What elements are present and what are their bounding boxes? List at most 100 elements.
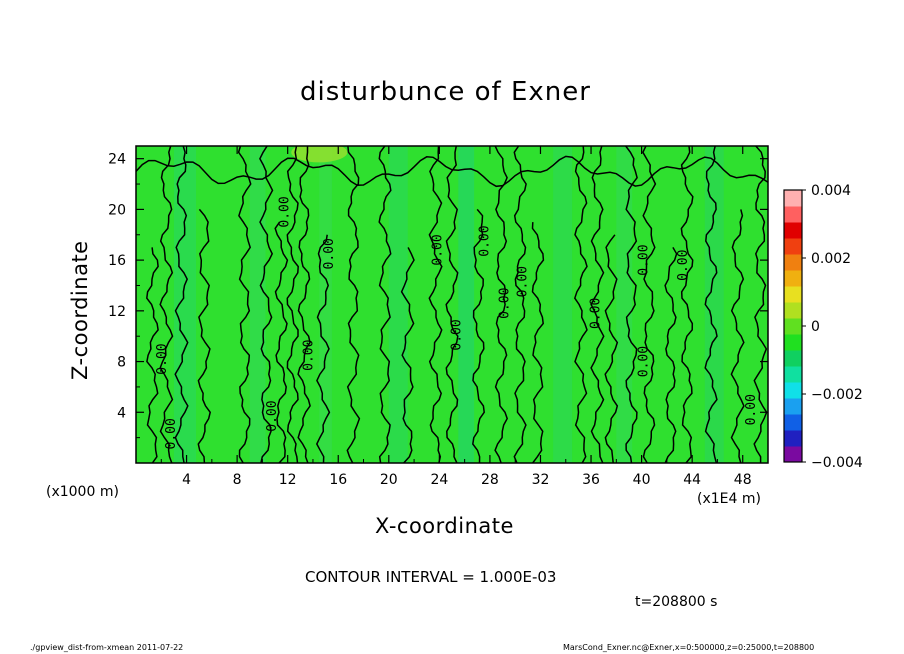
y-tick-label: 4 <box>117 405 126 421</box>
colorbar-tick-label: 0 <box>811 319 820 335</box>
colorbar-swatch <box>784 206 802 223</box>
colorbar-tick-label: −0.002 <box>811 387 863 403</box>
contour-line <box>445 146 459 463</box>
colorbar-tick-label: 0.004 <box>811 183 851 199</box>
footer-script-label: ./gpview_dist-from-xmean 2011-07-22 <box>30 643 184 652</box>
colorbar-swatch <box>784 238 802 255</box>
contour-line <box>286 146 299 463</box>
contour-lines <box>136 146 768 463</box>
x-tick-label: 24 <box>430 472 448 488</box>
contour-line <box>753 146 768 463</box>
plot-frame <box>135 145 769 464</box>
contour-line <box>174 146 189 463</box>
contour-line <box>531 222 545 463</box>
contour-line <box>428 146 443 463</box>
x-tick-label: 16 <box>329 472 347 488</box>
y-tick-label: 20 <box>108 202 126 218</box>
x-scale-label: (x1E4 m) <box>697 491 761 507</box>
colorbar-swatch <box>784 270 802 287</box>
time-label: t=208800 s <box>635 594 718 610</box>
y-tick-label: 24 <box>108 152 126 168</box>
contour-line <box>197 208 212 463</box>
x-axis-label: X-coordinate <box>375 514 514 538</box>
field-streak <box>388 146 408 463</box>
contour-line <box>297 146 311 463</box>
contour-line <box>274 221 289 463</box>
footer-source-label: MarsCond_Exner.nc@Exner,x=0:500000,z=0:2… <box>563 643 815 652</box>
colorbar-tick-label: −0.004 <box>811 455 863 471</box>
contour-line <box>136 155 768 188</box>
contour-label: 0.00 <box>302 340 317 371</box>
colorbar-swatch <box>784 430 802 447</box>
contour-line <box>315 234 331 463</box>
contour-line <box>573 146 588 463</box>
contour-line <box>604 234 619 463</box>
contour-interval-label: CONTOUR INTERVAL = 1.000E-03 <box>305 568 557 586</box>
contour-label: 0.00 <box>589 298 604 329</box>
contour-label: 0.00 <box>278 196 293 227</box>
contour-label: 0.00 <box>450 319 465 350</box>
contour-line <box>642 146 657 463</box>
x-tick-label: 44 <box>683 472 701 488</box>
contour-labels: 0.000.000.000.000.000.00 0.000.000.000.00… <box>155 196 759 449</box>
field-base <box>136 146 768 463</box>
contour-line <box>237 146 252 463</box>
colorbar-swatch <box>784 302 802 319</box>
x-tick-label: 20 <box>380 472 398 488</box>
contour-line <box>472 208 485 463</box>
contour-label: 0.00 <box>164 418 179 449</box>
contour-label: 0.00 <box>431 234 446 265</box>
contour-line <box>664 247 678 463</box>
contour-label: 0.00 <box>637 244 652 275</box>
colorbar-swatch <box>784 286 802 303</box>
field-streak <box>704 146 724 463</box>
contour-label: 0.00 <box>498 288 513 319</box>
contour-line <box>378 146 392 463</box>
x-unit-label: (x1000 m) <box>46 484 119 500</box>
field-streak <box>173 146 197 463</box>
contour-line <box>259 146 274 463</box>
colorbar-tick-label: 0.002 <box>811 251 851 267</box>
field-streak <box>458 146 475 463</box>
contour-line <box>494 146 509 463</box>
colorbar-swatch <box>784 398 802 415</box>
contour-line <box>680 146 694 463</box>
x-tick-label: 4 <box>182 472 191 488</box>
colorbar-swatch <box>784 350 802 367</box>
y-tick-label: 16 <box>108 253 126 269</box>
contour-label: 0.00 <box>477 225 492 256</box>
colorbar-swatch <box>784 414 802 431</box>
contour-label: 0.00 <box>637 346 652 377</box>
chart-title: disturbunce of Exner <box>300 77 591 107</box>
contour-label: 0.00 <box>322 238 337 269</box>
contour-label: 0.00 <box>515 266 530 297</box>
x-tick-label: 8 <box>233 472 242 488</box>
colorbar: 0.004 0.002 0 −0.002 −0.004 <box>783 183 863 471</box>
colorbar-swatch <box>784 318 802 335</box>
x-tick-label: 48 <box>734 472 752 488</box>
y-tick-label: 8 <box>117 355 126 371</box>
colorbar-swatch <box>784 222 802 239</box>
contour-line <box>346 146 361 463</box>
contour-line <box>590 146 605 463</box>
contour-line <box>513 146 527 463</box>
x-tick-label: 12 <box>279 472 297 488</box>
contour-label: 0.00 <box>676 250 691 281</box>
contour-line <box>146 247 159 463</box>
contour-line <box>704 146 718 463</box>
contour-line <box>400 247 415 463</box>
x-tick-label: 28 <box>481 472 499 488</box>
x-tick-label: 32 <box>532 472 550 488</box>
x-tick-label: 40 <box>633 472 651 488</box>
y-tick-label: 12 <box>108 304 126 320</box>
field-streak <box>616 146 633 463</box>
contour-label: 0.00 <box>265 400 280 431</box>
colorbar-swatch <box>784 254 802 271</box>
colorbar-swatch <box>784 334 802 351</box>
contour-label: 0.00 <box>155 343 170 374</box>
x-tick-label: 36 <box>582 472 600 488</box>
colorbar-swatch <box>784 366 802 383</box>
field-maximum <box>291 146 348 163</box>
